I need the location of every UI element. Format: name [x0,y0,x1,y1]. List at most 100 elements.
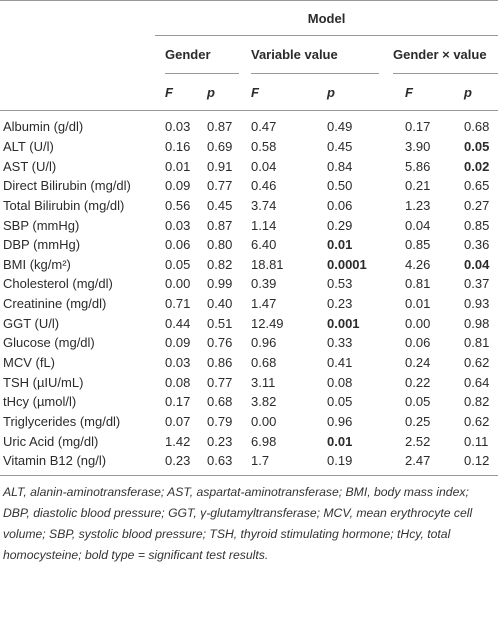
cell-value: 0.00 [165,276,191,292]
cell-value: 0.85 [464,217,490,233]
cell-value: 0.17 [165,394,191,410]
cell-value: 0.09 [165,178,191,194]
cell-value: 0.23 [155,450,201,476]
row-label: Triglycerides (mg/dl) [3,413,121,429]
cell-value: 0.23 [207,433,233,449]
row-label: DBP (mmHg) [3,237,81,253]
cell-value: 0.82 [464,394,490,410]
cell-value: 0.06 [165,237,191,253]
table-row: Vitamin B12 (ng/l) 0.23 0.63 1.7 0.19 2.47 0.1… [0,450,498,476]
table-row: Glucose (mg/dl) 0.09 0.76 0.96 0.33 0.06 0.81 [0,333,498,353]
cell-value: 0.08 [165,374,191,390]
cell-value: 0.36 [464,237,490,253]
cell-value: 0.01 [327,433,353,449]
cell-value: 1.47 [251,296,277,312]
cell-value: 0.19 [299,450,379,476]
cell-value: 1.42 [165,433,191,449]
footnote: ALT, alanin-aminotransferase; AST, aspar… [3,484,473,562]
cell-value: 6.98 [251,433,277,449]
cell-value: 0.03 [165,119,191,135]
row-label: tHcy (µmol/l) [3,394,77,410]
cell-value: 0.07 [165,413,191,429]
cell-value: 4.26 [405,256,431,272]
cell-value: 0.45 [207,197,233,213]
cell-value: 0.03 [165,355,191,370]
cell-value: 0.05 [327,394,353,410]
row-label: Uric Acid (mg/dl) [3,433,99,449]
cell-value: 0.45 [327,138,353,154]
sub-header: F [379,74,446,111]
cell-value: 0.0001 [327,256,367,272]
cell-value: 0.79 [207,413,233,429]
cell-value: 0.08 [327,374,353,390]
cell-value: 0.81 [464,335,490,351]
row-label: Glucose (mg/dl) [3,335,95,351]
cell-value: 0.62 [464,355,490,370]
cell-value: 0.68 [251,355,277,370]
row-label: Albumin (g/dl) [3,119,84,135]
cell-value: 0.11 [464,433,489,449]
cell-value: 0.03 [165,217,191,233]
cell-value: 1.14 [251,217,277,233]
cell-value: 0.16 [165,138,191,154]
row-label: MCV (fL) [3,355,55,370]
cell-value: 3.11 [251,374,276,390]
cell-value: 0.49 [327,119,353,135]
cell-value: 0.12 [446,450,498,476]
cell-value: 0.68 [207,394,233,410]
cell-value: 0.50 [327,178,353,194]
group-header: Gender [165,37,239,74]
cell-value: 0.86 [207,355,233,370]
cell-value: 0.39 [251,276,277,292]
sub-header: p [446,74,498,111]
cell-value: 0.53 [327,276,353,292]
row-label: ALT (U/l) [3,138,54,154]
cell-value: 0.63 [201,450,239,476]
cell-value: 0.68 [464,119,490,135]
cell-value: 0.77 [207,178,233,194]
cell-value: 0.44 [165,315,191,331]
cell-value: 0.24 [405,355,431,370]
sub-header: p [299,74,379,111]
cell-value: 0.00 [251,413,277,429]
cell-value: 3.90 [405,138,431,154]
cell-value: 0.46 [251,178,277,194]
cell-value: 0.41 [327,355,353,370]
cell-value: 0.01 [165,158,191,174]
row-label: Vitamin B12 (ng/l) [0,450,155,476]
row-label: SBP (mmHg) [3,217,80,233]
cell-value: 3.82 [251,394,277,410]
table-row: ALT (U/l) 0.16 0.69 0.58 0.45 3.90 0.05 [0,137,498,157]
table-row: Cholesterol (mg/dl) 0.00 0.99 0.39 0.53 0.81 0… [0,274,498,294]
cell-value: 0.71 [165,296,191,312]
cell-value: 0.99 [207,276,233,292]
cell-value: 0.01 [327,237,353,253]
cell-value: 0.82 [207,256,233,272]
cell-value: 0.62 [464,413,490,429]
sub-header: F [155,74,201,111]
cell-value: 0.23 [327,296,353,312]
table-row: Total Bilirubin (mg/dl) 0.56 0.45 3.74 0.06 1… [0,196,498,216]
cell-value: 3.74 [251,197,277,213]
cell-value: 0.64 [464,374,490,390]
cell-value: 0.05 [405,394,431,410]
cell-value: 0.09 [165,335,191,351]
cell-value: 0.33 [327,335,353,351]
cell-value: 0.56 [165,197,191,213]
cell-value: 0.93 [464,296,490,312]
cell-value: 0.04 [251,158,277,174]
cell-value: 0.76 [207,335,233,351]
row-label: TSH (µIU/mL) [3,374,84,390]
cell-value: 0.85 [405,237,431,253]
cell-value: 0.91 [207,158,233,174]
table-row: DBP (mmHg) 0.06 0.80 6.40 0.01 0.85 0.36 [0,235,498,255]
row-label: AST (U/l) [3,158,57,174]
cell-value: 0.65 [464,178,490,194]
table-row: SBP (mmHg) 0.03 0.87 1.14 0.29 0.04 0.85 [0,215,498,235]
cell-value: 0.21 [405,178,431,194]
table-row: TSH (µIU/mL) 0.08 0.77 3.11 0.08 0.22 0.64 [0,372,498,392]
cell-value: 0.25 [405,413,431,429]
cell-value: 0.98 [464,315,490,331]
row-label: Cholesterol (mg/dl) [3,276,113,292]
table-row: Triglycerides (mg/dl) 0.07 0.79 0.00 0.96 0.2… [0,412,498,432]
